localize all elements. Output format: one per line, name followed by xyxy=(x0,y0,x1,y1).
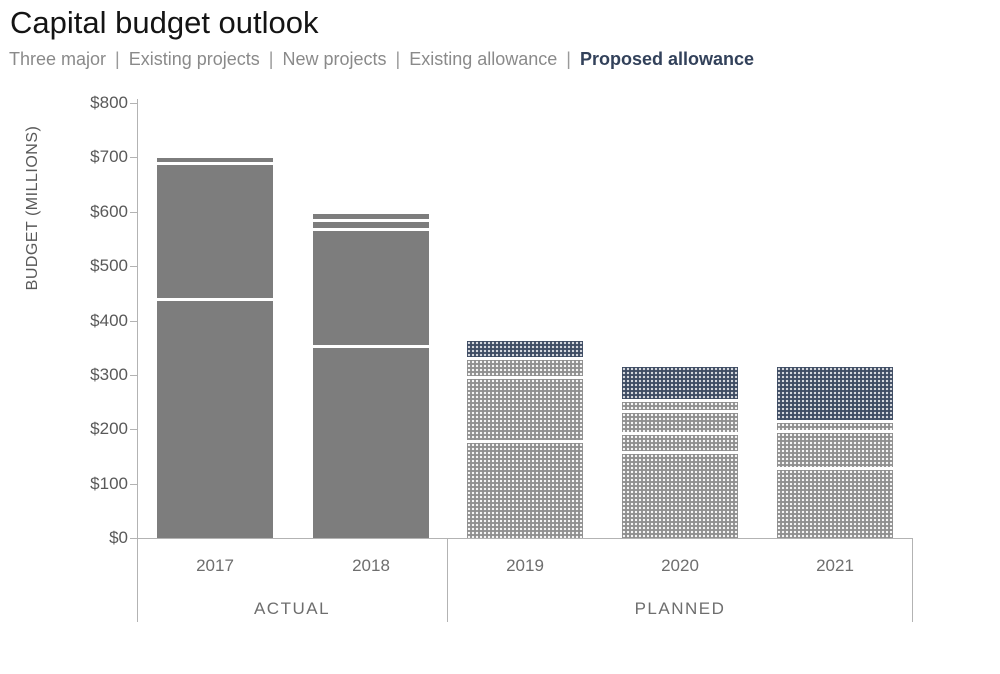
y-tick-label: $200 xyxy=(90,419,128,439)
bar-segment-existing-projects xyxy=(467,379,583,443)
y-tick-mark xyxy=(130,538,137,539)
x-axis-line xyxy=(137,538,913,539)
y-tick-mark xyxy=(130,374,137,376)
bar-segment-new-projects xyxy=(157,158,273,165)
legend-separator: | xyxy=(395,49,401,69)
y-tick-mark xyxy=(130,266,137,268)
x-tick-label-2017: 2017 xyxy=(196,556,234,575)
bar-segment-new-projects xyxy=(313,222,429,231)
y-tick-label: $0 xyxy=(109,528,128,547)
legend-item-existing-allowance: Existing allowance xyxy=(409,49,558,69)
legend-separator: | xyxy=(268,49,274,69)
legend-separator: | xyxy=(566,49,571,69)
y-tick-mark xyxy=(130,157,137,159)
y-tick-mark xyxy=(130,429,137,431)
bar-segment-existing-projects xyxy=(313,231,429,348)
bar-segment-existing-allowance xyxy=(313,214,429,222)
y-tick-label: $500 xyxy=(90,256,128,276)
x-tick-label-2019: 2019 xyxy=(506,556,544,575)
x-tick-label-2018: 2018 xyxy=(352,556,390,575)
y-axis-line xyxy=(137,99,138,622)
x-tick-label-2021: 2021 xyxy=(816,556,854,575)
chart-legend: Three major | Existing projects | New projec… xyxy=(9,47,754,71)
bar-segment-existing-allowance xyxy=(622,402,738,413)
legend-item-new-projects: New projects xyxy=(282,49,387,69)
bar-segment-existing-allowance xyxy=(777,423,893,433)
y-tick-label: $300 xyxy=(90,364,128,384)
bar-2020 xyxy=(622,367,738,538)
y-tick-mark xyxy=(130,483,137,485)
bar-segment-proposed-allowance xyxy=(622,367,738,402)
y-tick-label: $100 xyxy=(90,473,128,493)
legend-separator: | xyxy=(115,49,120,69)
y-tick-mark xyxy=(130,320,137,322)
bar-2018 xyxy=(313,214,429,538)
bar-segment-existing-projects xyxy=(622,435,738,454)
y-tick-mark xyxy=(130,103,137,104)
bar-segment-proposed-allowance xyxy=(777,367,893,423)
bar-segment-new-projects xyxy=(622,413,738,435)
y-tick-mark xyxy=(130,211,137,213)
bar-segment-proposed-allowance xyxy=(467,341,583,360)
bar-segment-existing-projects xyxy=(777,433,893,470)
y-tick-label: $800 xyxy=(90,93,128,112)
page-title: Capital budget outlook xyxy=(10,5,319,40)
y-tick-label: $700 xyxy=(90,147,128,167)
legend-item-existing-projects: Existing projects xyxy=(128,49,260,69)
legend-item-proposed-allowance: Proposed allowance xyxy=(579,49,755,69)
x-tick-label-2020: 2020 xyxy=(661,556,699,575)
group-label-actual: ACTUAL xyxy=(253,599,331,618)
bar-2019 xyxy=(467,341,583,538)
group-divider-line xyxy=(447,538,448,622)
group-label-planned: PLANNED xyxy=(634,599,726,618)
bar-2017 xyxy=(157,158,273,538)
bar-segment-existing-projects xyxy=(157,165,273,301)
bar-segment-three-major xyxy=(467,443,583,538)
bar-segment-existing-allowance xyxy=(467,360,583,379)
legend-item-three-major: Three major xyxy=(9,49,107,69)
bar-2021 xyxy=(777,367,893,538)
y-tick-label: $600 xyxy=(90,201,128,221)
bar-segment-three-major xyxy=(777,470,893,538)
bar-segment-three-major xyxy=(622,454,738,538)
bar-segment-three-major xyxy=(157,301,273,538)
bar-segment-three-major xyxy=(313,348,429,538)
y-tick-label: $400 xyxy=(90,310,128,330)
group-right-line xyxy=(912,538,913,622)
